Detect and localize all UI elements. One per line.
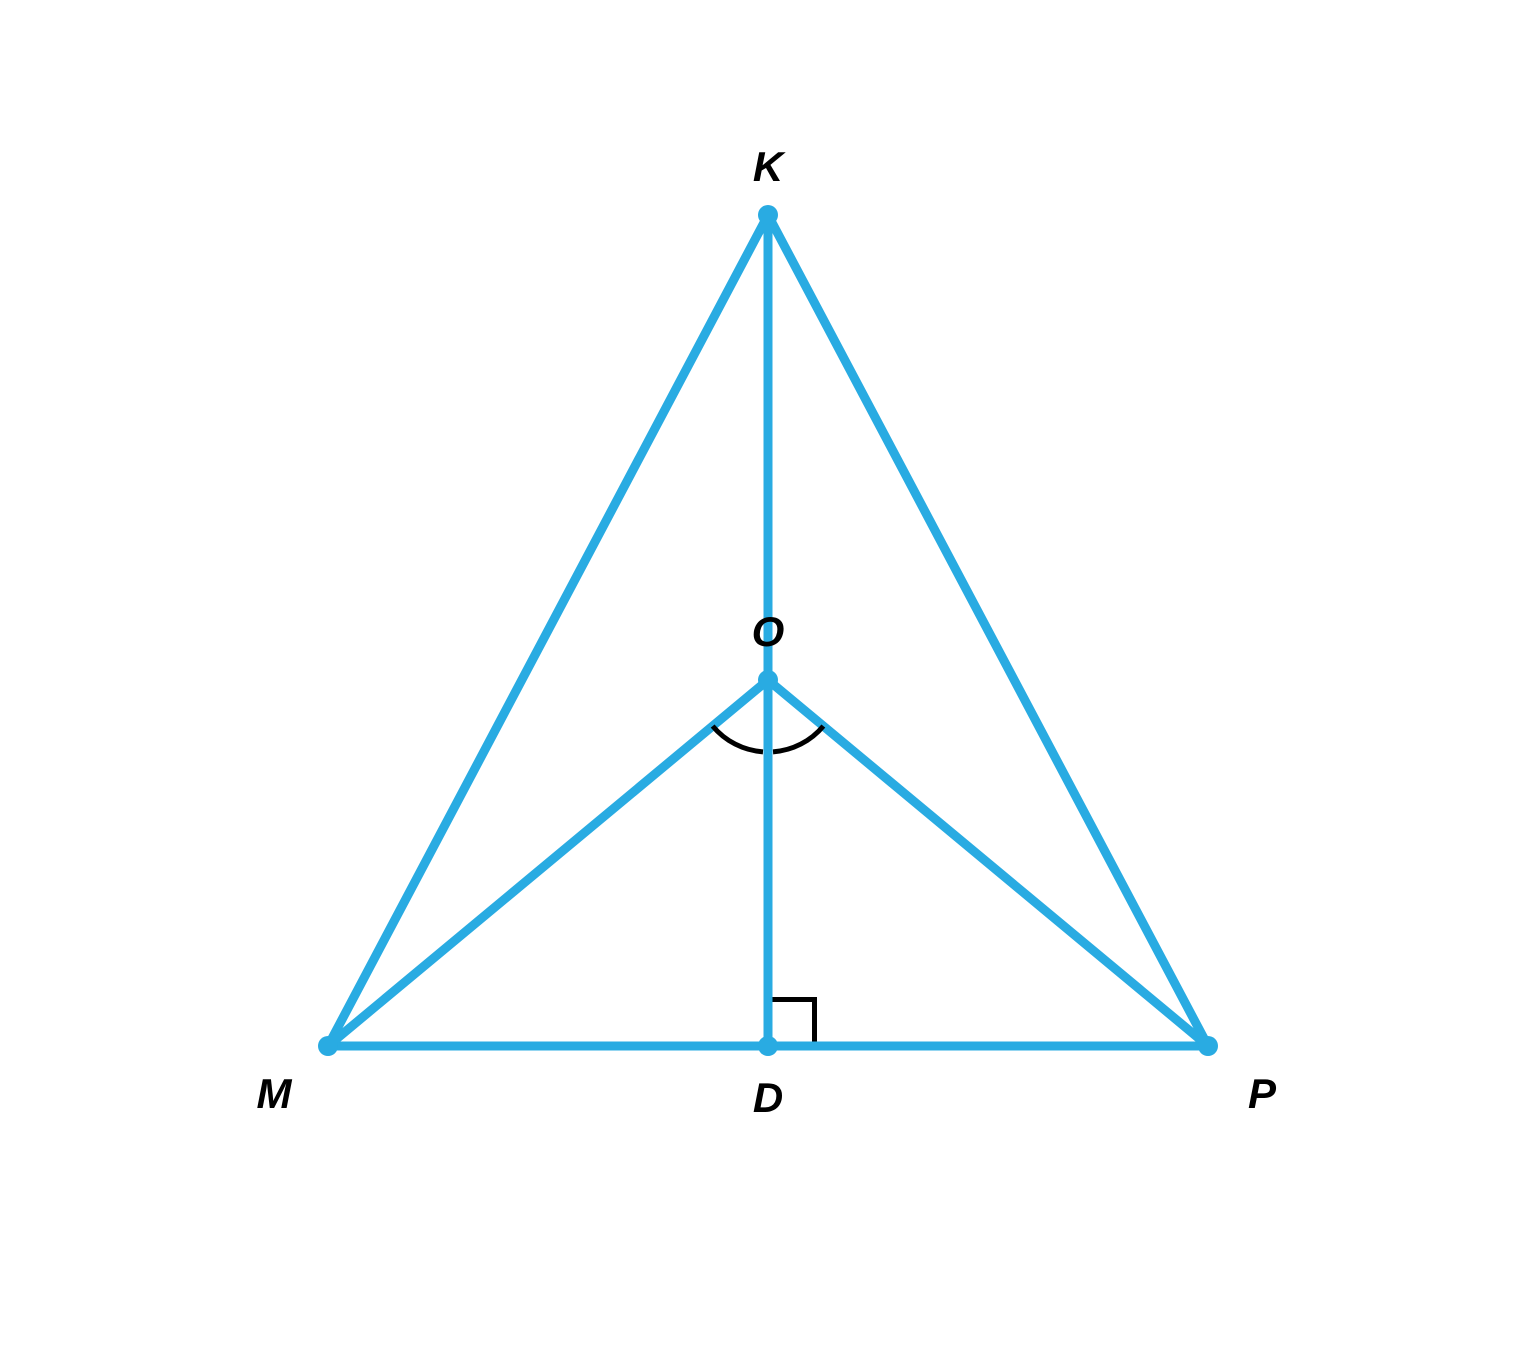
label-K: K [753, 143, 783, 191]
label-D: D [753, 1074, 783, 1122]
segment-O-M [328, 680, 768, 1046]
point-M [318, 1036, 338, 1056]
point-D [758, 1036, 778, 1056]
point-K [758, 205, 778, 225]
segment-K-P [768, 215, 1208, 1046]
label-M: M [257, 1070, 292, 1118]
point-P [1198, 1036, 1218, 1056]
angle-arc-left [713, 726, 763, 752]
segment-O-P [768, 680, 1208, 1046]
label-O: O [752, 608, 785, 656]
point-O [758, 670, 778, 690]
segment-K-M [328, 215, 768, 1046]
label-P: P [1248, 1070, 1276, 1118]
right-angle-marker [773, 1000, 815, 1042]
angle-arc-right [773, 726, 823, 752]
geometry-diagram [0, 0, 1536, 1359]
